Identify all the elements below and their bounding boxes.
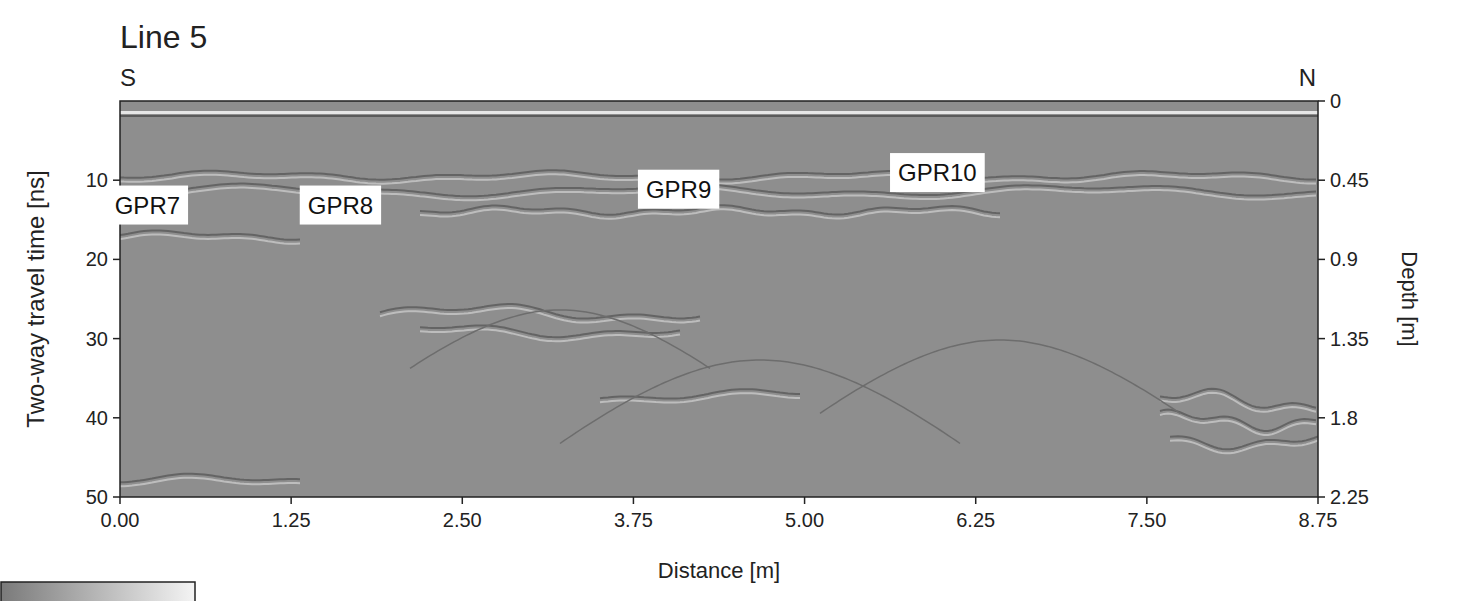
annotation-text: GPR7 xyxy=(115,192,180,219)
x-tick-label: 8.75 xyxy=(1299,509,1338,531)
annotation: GPR7 xyxy=(107,186,188,225)
x-tick xyxy=(975,497,977,504)
y2-tick-label: 1.35 xyxy=(1330,328,1369,350)
texture xyxy=(600,393,800,402)
x-tick xyxy=(462,497,464,504)
x-tick xyxy=(1146,497,1148,504)
x-tick xyxy=(633,497,635,504)
y2-tick-label: 1.8 xyxy=(1330,407,1358,429)
y-tick-label: 40 xyxy=(86,407,108,429)
annotation-text: GPR10 xyxy=(898,159,977,186)
colorbar xyxy=(1,582,195,601)
texture xyxy=(120,111,1318,114)
annotation-box xyxy=(107,186,188,225)
y2-tick-label: 0.9 xyxy=(1330,248,1358,270)
texture xyxy=(1160,389,1316,408)
texture xyxy=(1170,440,1318,453)
annotation-box xyxy=(638,170,719,209)
y2-tick xyxy=(1318,259,1325,261)
texture xyxy=(120,478,300,487)
y2-tick-label: 2.25 xyxy=(1330,486,1369,508)
y-tick xyxy=(113,496,120,498)
direction-label: N xyxy=(1299,64,1316,91)
y-tick xyxy=(113,179,120,181)
x-tick xyxy=(1317,497,1319,504)
x-tick-label: 2.50 xyxy=(443,509,482,531)
y2-tick xyxy=(1318,496,1325,498)
x-tick xyxy=(804,497,806,504)
annotation: GPR10 xyxy=(890,153,985,192)
x-tick-label: 1.25 xyxy=(272,509,311,531)
y2-tick-label: 0.45 xyxy=(1330,169,1369,191)
texture xyxy=(1160,393,1316,412)
title: Line 5 xyxy=(120,19,207,55)
y-axis-title: Two-way travel time [ns] xyxy=(22,170,49,427)
annotation-box xyxy=(890,153,985,192)
texture xyxy=(120,115,1318,117)
texture xyxy=(1160,410,1316,431)
y-tick xyxy=(113,417,120,419)
x-tick-label: 0.00 xyxy=(101,509,140,531)
texture xyxy=(820,340,1180,413)
y2-tick-label: 0 xyxy=(1330,90,1341,112)
y-tick-label: 10 xyxy=(86,169,108,191)
annotation-box xyxy=(300,186,381,225)
plot-background xyxy=(120,101,1318,497)
x-tick-label: 3.75 xyxy=(614,509,653,531)
texture xyxy=(600,389,800,398)
y-tick-label: 20 xyxy=(86,248,108,270)
y2-tick xyxy=(1318,100,1325,102)
texture xyxy=(120,474,300,483)
x-tick-label: 5.00 xyxy=(785,509,824,531)
x-axis-title: Distance [m] xyxy=(658,558,780,583)
plot-area xyxy=(120,101,1318,497)
y-tick-label: 30 xyxy=(86,328,108,350)
y-tick xyxy=(113,259,120,261)
plot-frame xyxy=(120,101,1318,497)
texture xyxy=(410,310,710,368)
texture xyxy=(1160,414,1316,435)
texture xyxy=(380,308,700,323)
texture xyxy=(560,360,960,444)
annotation: GPR8 xyxy=(300,186,381,225)
annotation-text: GPR9 xyxy=(646,176,711,203)
x-tick xyxy=(290,497,292,504)
direction-label: S xyxy=(120,64,136,91)
x-tick-label: 6.25 xyxy=(956,509,995,531)
y2-tick xyxy=(1318,338,1325,340)
y-tick xyxy=(113,338,120,340)
annotation: GPR9 xyxy=(638,170,719,209)
texture xyxy=(420,209,1000,219)
x-tick xyxy=(119,497,121,504)
y2-tick xyxy=(1318,179,1325,181)
y2-tick xyxy=(1318,417,1325,419)
x-tick-label: 7.50 xyxy=(1127,509,1166,531)
chart: 0.00 1.25 2.50 3.75 5.00 6.25 7.50 8.75 10 20 30 40… xyxy=(0,0,1461,601)
y2-axis-title: Depth [m] xyxy=(1397,251,1422,346)
texture xyxy=(120,234,300,243)
annotation-text: GPR8 xyxy=(308,192,373,219)
y-tick-label: 50 xyxy=(86,486,108,508)
